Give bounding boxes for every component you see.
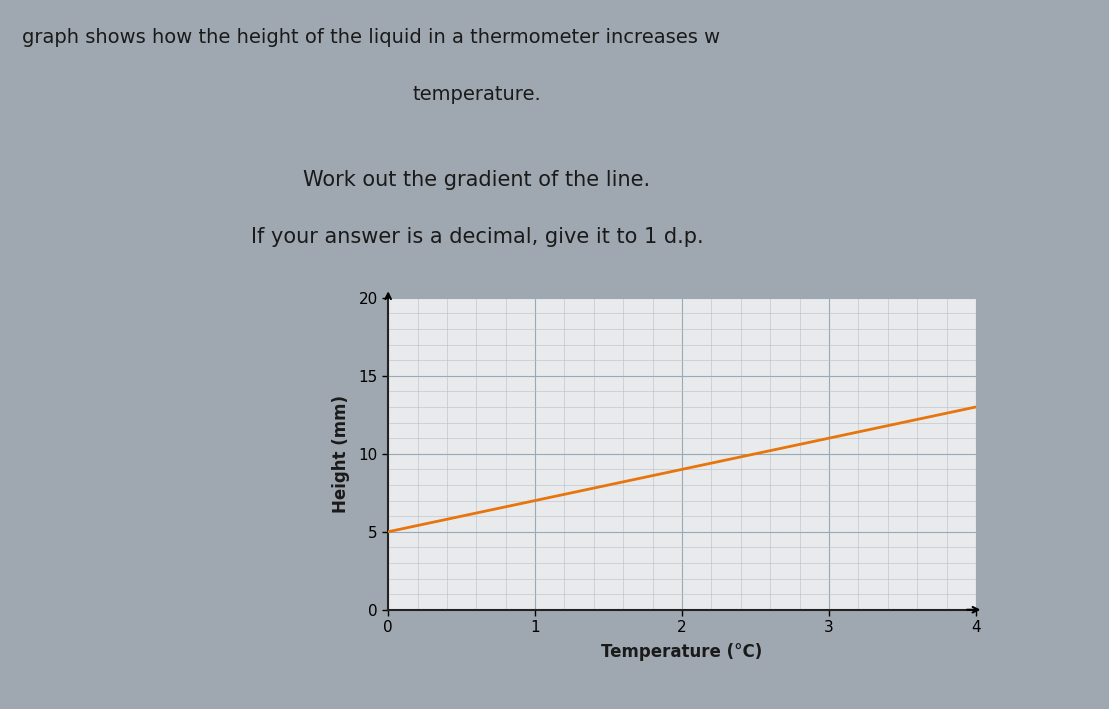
Text: temperature.: temperature. bbox=[413, 85, 541, 104]
Text: graph shows how the height of the liquid in a thermometer increases w: graph shows how the height of the liquid… bbox=[22, 28, 721, 48]
Y-axis label: Height (mm): Height (mm) bbox=[333, 395, 350, 513]
Text: If your answer is a decimal, give it to 1 d.p.: If your answer is a decimal, give it to … bbox=[251, 227, 703, 247]
X-axis label: Temperature (°C): Temperature (°C) bbox=[601, 644, 763, 661]
Text: Work out the gradient of the line.: Work out the gradient of the line. bbox=[303, 170, 651, 190]
